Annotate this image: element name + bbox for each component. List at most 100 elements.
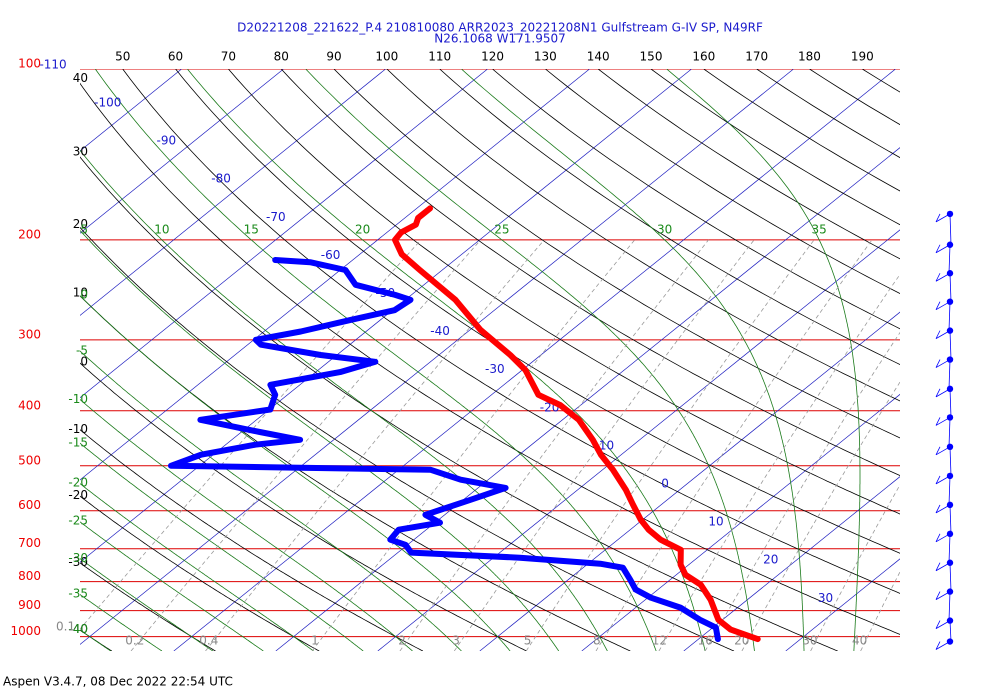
dry-adiabat <box>80 629 113 651</box>
wind-staff-link <box>949 273 952 302</box>
wind-barb <box>935 562 941 571</box>
dry-adiabat-label: 140 <box>587 50 610 64</box>
moist-adiabat <box>94 69 657 651</box>
moist-adiabat-label: -15 <box>68 436 88 450</box>
moist-adiabat <box>80 629 111 651</box>
wind-dot <box>946 356 954 363</box>
pressure-label: 500 <box>18 453 41 467</box>
dry-adiabat <box>492 69 900 330</box>
wind-barb <box>935 591 941 600</box>
dry-adiabat-label: 100 <box>375 50 398 64</box>
wind-dot <box>946 617 954 624</box>
moist-adiabat-label: -30 <box>68 551 88 565</box>
mixing-ratio-line <box>525 239 815 651</box>
mixing-ratio-label: 5 <box>524 634 532 648</box>
moist-adiabat-label: 25 <box>494 223 509 237</box>
footer: Aspen V3.4.7, 08 Dec 2022 22:54 UTC <box>3 675 233 689</box>
dry-adiabat <box>80 562 216 651</box>
dry-adiabat <box>228 69 900 515</box>
chart-title: D20221208_221622_P.4 210810080 ARR2023_2… <box>237 21 763 35</box>
dry-adiabat-label: 0 <box>80 354 88 368</box>
dry-adiabat-label: -40 <box>68 622 88 636</box>
isotherm <box>80 69 488 399</box>
pressure-label: 600 <box>18 498 41 512</box>
dry-adiabat-label: 160 <box>692 50 715 64</box>
moist-adiabat-label: 30 <box>657 223 672 237</box>
isotherm <box>785 558 900 651</box>
pressure-label: 700 <box>18 536 41 550</box>
line-labels: 1002003004005006007008009001000-110-100-… <box>10 50 873 648</box>
mixing-ratio-line <box>810 484 900 651</box>
moist-adiabat-label: 20 <box>355 223 370 237</box>
wind-barb <box>935 504 941 514</box>
mixing-ratio-label: 0.1 <box>56 620 75 634</box>
dry-adiabat <box>386 69 900 402</box>
dry-adiabat <box>809 69 900 126</box>
moist-adiabat <box>80 149 608 651</box>
moist-adiabat <box>80 295 511 651</box>
moist-adiabat-label: -10 <box>68 392 88 406</box>
isotherm-label: 0 <box>661 477 669 491</box>
moist-adiabat <box>80 229 560 651</box>
moist-adiabat-label: 35 <box>812 223 827 237</box>
isotherm <box>479 311 900 651</box>
dry-adiabat-label: 170 <box>745 50 768 64</box>
pressure-label: 200 <box>18 227 41 241</box>
wind-staff-link <box>948 533 951 563</box>
wind-barb <box>935 330 941 339</box>
moist-adiabat-label: -5 <box>76 344 88 358</box>
dry-adiabat <box>175 69 900 554</box>
wind-staff-link <box>949 213 952 245</box>
pressure-label: 800 <box>18 569 41 583</box>
mixing-ratio-label: 0.2 <box>125 634 144 648</box>
mixing-ratio-label: 12 <box>652 634 667 648</box>
moist-adiabat <box>80 442 364 651</box>
wind-dot <box>946 588 954 595</box>
isotherm-label: -60 <box>321 248 341 262</box>
mixing-ratio-label: 0.4 <box>199 634 218 648</box>
mixing-ratio-line <box>595 239 873 651</box>
wind-staff-link <box>949 330 952 360</box>
wind-dot <box>946 270 954 277</box>
sounding-profile <box>168 257 721 643</box>
dry-adiabat-label: 20 <box>73 217 88 231</box>
dry-adiabat <box>756 69 900 159</box>
moist-adiabat <box>305 69 755 651</box>
wind-staff-link <box>948 301 951 331</box>
dry-adiabat <box>862 69 900 93</box>
wind-barb <box>935 388 941 398</box>
dry-adiabat-label: 30 <box>73 144 88 158</box>
moist-adiabat-label: -20 <box>68 475 88 489</box>
isotherm-label: 10 <box>708 515 723 529</box>
pressure-label: 100 <box>18 57 41 71</box>
moist-adiabat-label: 10 <box>154 223 169 237</box>
mixing-ratio-label: 1 <box>311 634 319 648</box>
sounding-profile <box>392 205 761 643</box>
wind-column <box>935 210 954 650</box>
pressure-label: 300 <box>18 327 41 341</box>
moist-adiabat-label: 5 <box>80 222 88 236</box>
wind-dot <box>946 530 954 538</box>
moist-adiabat <box>80 398 413 651</box>
mixing-ratio-label: 3 <box>452 634 460 648</box>
dry-adiabat-label: 90 <box>326 50 341 64</box>
dry-adiabat <box>80 156 838 651</box>
dry-adiabat-label: 150 <box>640 50 663 64</box>
moist-adiabat <box>80 521 264 651</box>
wind-dot <box>946 298 954 305</box>
moist-adiabat <box>461 69 805 651</box>
moist-adiabat-label: 0 <box>80 287 88 301</box>
isotherm <box>377 229 900 651</box>
dry-adiabat-label: 80 <box>274 50 289 64</box>
pressure-label: 900 <box>18 598 41 612</box>
isotherm-label: -80 <box>211 172 231 186</box>
wind-staff-link <box>949 388 952 418</box>
isotherm-label: -110 <box>39 57 66 71</box>
dry-adiabat <box>80 495 320 651</box>
profiles <box>168 205 761 643</box>
dry-adiabat <box>80 362 527 651</box>
dry-adiabat-label: 40 <box>73 71 88 85</box>
wind-barb <box>935 533 941 543</box>
dry-adiabat <box>122 69 900 594</box>
